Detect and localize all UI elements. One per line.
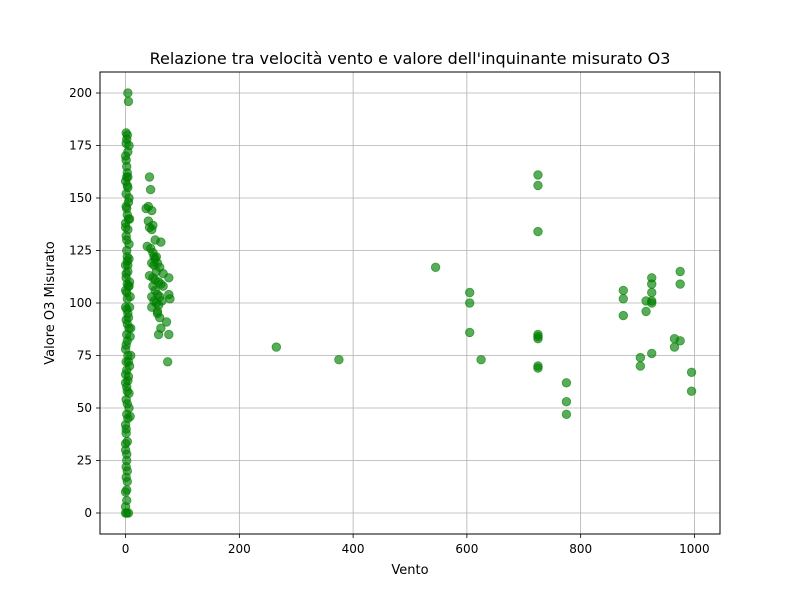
data-point [647,287,657,298]
y-tick-label: 150 [69,191,92,205]
data-point [533,334,543,344]
y-tick-label: 0 [84,506,92,520]
x-tick-label: 200 [228,542,251,556]
data-point [465,298,475,308]
data-point [125,331,135,342]
data-point [122,399,133,409]
data-point [122,130,133,140]
data-point [647,298,657,308]
data-point [122,235,132,245]
data-point [161,317,172,327]
data-point [641,306,651,317]
data-point [124,281,134,291]
data-point [465,327,475,338]
x-tick-label: 600 [455,542,478,556]
data-point [123,313,134,323]
data-point [122,449,132,459]
data-point [150,235,160,245]
y-tick-label: 125 [69,244,92,258]
data-point [152,308,163,319]
data-point [122,304,132,315]
data-point [145,184,156,195]
data-point [675,279,685,289]
data-point [430,262,441,273]
data-point [158,281,168,291]
data-point [121,268,131,279]
y-tick-label: 200 [69,86,92,100]
data-point [122,495,132,506]
y-tick-label: 25 [77,454,92,468]
data-point [533,363,543,373]
data-point [647,279,657,289]
data-point [561,409,572,420]
data-point [123,96,134,107]
data-point [618,285,629,296]
y-axis-label: Valore O3 Misurato [43,241,58,364]
data-point [334,355,344,365]
data-point [669,342,680,352]
data-point [533,226,543,237]
x-tick-label: 400 [342,542,365,556]
data-point [121,340,131,350]
data-point [165,294,175,304]
data-point [147,205,157,216]
data-point [121,424,131,434]
data-point [123,357,134,367]
y-tick-label: 100 [69,296,92,310]
data-point [476,355,486,365]
data-point [123,88,133,98]
data-point [121,201,131,212]
data-point [157,296,167,306]
data-point [153,329,164,340]
chart-title: Relazione tra velocità vento e valore de… [150,49,671,68]
data-point [561,397,572,407]
data-point [533,170,543,180]
data-point [122,180,133,191]
data-point [635,361,646,371]
grid-lines [100,72,720,534]
data-point [122,466,133,476]
data-point [618,294,629,304]
data-point [465,287,475,298]
data-point [561,378,572,388]
data-point [120,222,131,233]
data-point [675,336,685,346]
data-point [123,260,133,270]
data-point [618,310,629,321]
data-point [162,357,173,367]
data-point [533,180,543,191]
y-tick-label: 175 [69,139,92,153]
data-point [148,220,158,231]
data-point [124,193,134,203]
x-tick-label: 800 [569,542,592,556]
x-tick-label: 0 [122,542,130,556]
data-point [125,411,135,422]
data-point [686,367,697,378]
data-point [647,348,657,359]
data-point [125,292,135,302]
axis-ticks: 0 200 400 600 800 1000 0 25 50 75 100 125 150 175 200 [69,86,710,556]
data-point [121,138,131,149]
data-point [271,342,282,352]
data-point [164,329,174,340]
data-point [675,266,685,277]
y-tick-label: 50 [77,401,92,415]
data-point [635,352,646,363]
y-tick-label: 75 [77,349,92,363]
data-point [123,172,133,182]
x-axis-label: Vento [391,563,428,578]
data-point [120,151,131,161]
data-point [120,487,131,497]
data-point [686,386,697,396]
data-point [158,268,168,279]
data-points [120,88,697,518]
data-point [144,172,155,182]
data-point [123,376,133,386]
x-tick-label: 1000 [679,542,710,556]
data-point [120,439,131,449]
data-point [123,214,134,224]
